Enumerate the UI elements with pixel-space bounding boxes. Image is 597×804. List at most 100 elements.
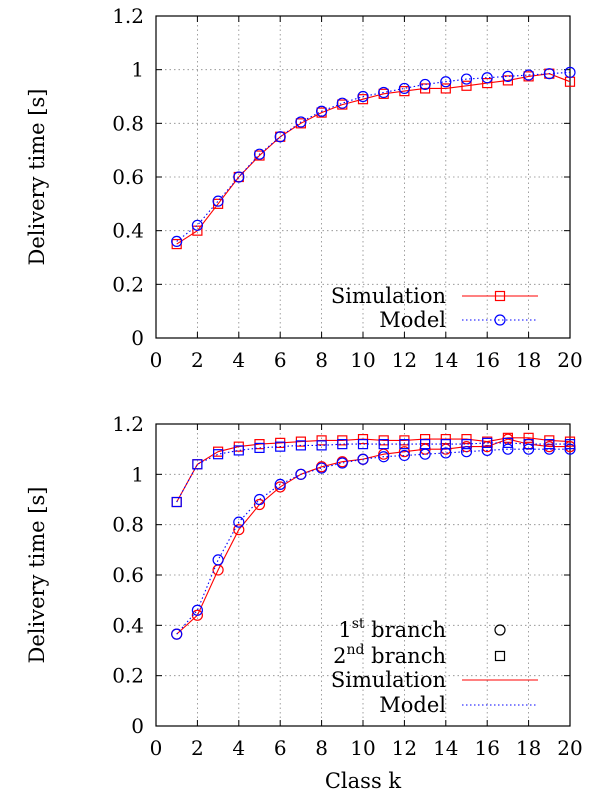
- x-tick-label: 0: [150, 348, 163, 372]
- data-point: [191, 604, 203, 616]
- data-point: [233, 524, 245, 536]
- y-tick-label: 0.4: [112, 219, 144, 243]
- y-tick-label: 0.6: [112, 165, 144, 189]
- y-tick-label: 0.8: [112, 513, 144, 537]
- legend-label: Model: [379, 693, 446, 717]
- x-axis-label: Class k: [325, 769, 402, 793]
- x-tick-label: 4: [232, 736, 245, 760]
- series-1st-branch-model: [171, 443, 576, 640]
- data-point: [460, 73, 473, 85]
- data-point: [482, 77, 493, 89]
- x-tick-label: 14: [433, 348, 458, 372]
- legend-label: 1st branch: [338, 616, 446, 642]
- x-tick-label: 10: [350, 736, 375, 760]
- legend-marker: [494, 290, 506, 302]
- data-point: [502, 437, 513, 448]
- x-tick-label: 16: [474, 348, 499, 372]
- x-tick-label: 16: [474, 736, 499, 760]
- series-2nd-branch-simulation: [171, 432, 576, 508]
- data-point: [337, 439, 348, 450]
- data-point: [274, 478, 286, 490]
- x-tick-label: 12: [392, 736, 417, 760]
- data-point: [192, 459, 203, 470]
- y-tick-label: 1.2: [112, 412, 144, 436]
- chart-panel-1: 0 2 4 6 8 10 12 14 16 18 20 0 0.2 0.4 0.6 0.8 1 1.2 Delive…: [25, 4, 583, 372]
- data-point: [420, 439, 431, 450]
- plot-frame: [155, 15, 571, 339]
- x-tick-label: 18: [516, 348, 541, 372]
- data-point: [233, 445, 244, 456]
- data-point: [253, 148, 266, 160]
- data-point: [544, 439, 555, 450]
- data-point: [316, 440, 327, 451]
- y-tick-label: 0.2: [112, 664, 144, 688]
- data-point: [378, 86, 390, 99]
- data-point: [378, 451, 390, 463]
- x-tick-label: 12: [392, 348, 417, 372]
- y-tick-label: 0.6: [112, 563, 144, 587]
- y-tick-label: 0: [131, 714, 144, 738]
- data-point: [502, 70, 514, 82]
- series-line: [176, 448, 570, 635]
- data-point: [523, 439, 534, 450]
- x-tick-label: 4: [232, 348, 245, 372]
- legend-label: 2nd branch: [333, 642, 446, 668]
- data-point: [460, 446, 473, 458]
- data-point: [502, 75, 513, 86]
- x-tick-label: 8: [315, 736, 328, 760]
- data-point: [399, 439, 410, 450]
- legend-marker: [494, 624, 506, 636]
- y-tick-label: 1.2: [112, 4, 144, 28]
- data-point: [212, 195, 224, 207]
- data-point: [502, 443, 514, 455]
- data-point: [274, 131, 286, 143]
- data-point: [461, 439, 472, 450]
- data-point: [564, 439, 576, 450]
- data-point: [523, 432, 534, 443]
- data-point: [357, 453, 369, 465]
- y-tick-label: 0.4: [112, 613, 144, 637]
- data-point: [440, 76, 452, 88]
- data-point: [213, 449, 224, 460]
- y-tick-label: 0.2: [112, 272, 144, 296]
- data-point: [398, 446, 410, 458]
- data-point: [522, 69, 535, 81]
- data-point: [481, 72, 493, 84]
- legend-label: Simulation: [331, 284, 446, 308]
- legend-marker: [494, 650, 506, 662]
- data-point: [357, 90, 369, 103]
- chart-panel-2: 0 2 4 6 8 10 12 14 16 18 20 0 0.2 0.4 0.6 0.8 1 1.2 Delive…: [25, 412, 583, 793]
- data-point: [171, 235, 183, 247]
- data-point: [440, 83, 451, 94]
- data-point: [482, 437, 493, 448]
- y-axis-label: Delivery time [s]: [25, 89, 49, 266]
- y-tick-label: 1: [131, 462, 144, 486]
- legend-label: Model: [379, 308, 446, 332]
- legend-label: Simulation: [331, 668, 446, 692]
- data-point: [295, 468, 307, 480]
- data-point: [275, 441, 286, 452]
- data-point: [316, 105, 328, 117]
- x-tick-label: 20: [557, 736, 582, 760]
- y-axis-label: Delivery time [s]: [25, 487, 49, 664]
- series-line: [176, 73, 571, 245]
- x-tick-label: 8: [315, 348, 328, 372]
- data-point: [564, 66, 576, 78]
- series-simulation: [171, 68, 576, 250]
- data-point: [233, 171, 245, 183]
- data-point: [295, 440, 306, 451]
- x-tick-label: 18: [516, 736, 541, 760]
- data-point: [254, 442, 265, 454]
- data-point: [295, 116, 307, 128]
- x-tick-label: 10: [350, 348, 375, 372]
- data-point: [481, 444, 493, 457]
- data-point: [191, 219, 203, 231]
- data-point: [543, 68, 555, 80]
- data-point: [461, 80, 472, 91]
- series-2nd-branch-model: [171, 437, 576, 508]
- x-tick-label: 0: [150, 736, 163, 760]
- data-point: [440, 439, 451, 450]
